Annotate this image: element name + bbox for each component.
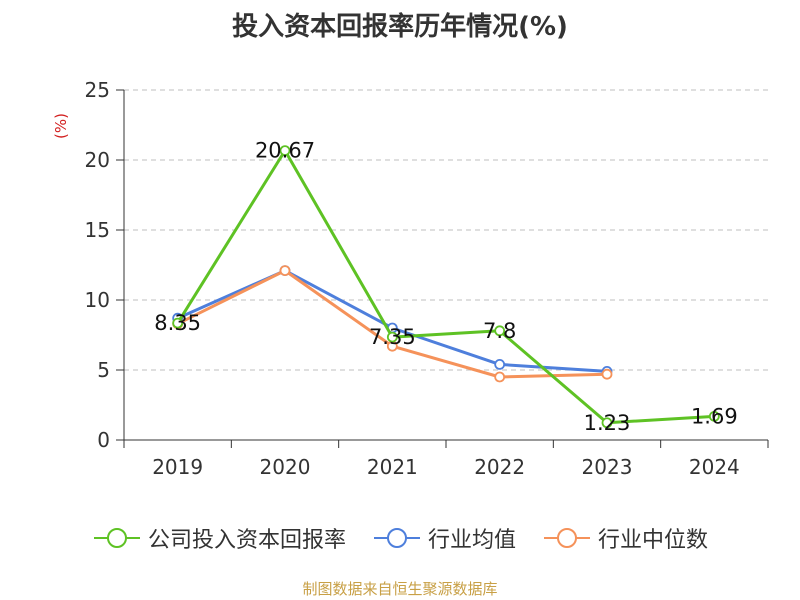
data-point <box>494 371 506 383</box>
data-labels: 8.35 20.67 7.35 7.8 1.23 1.69 <box>154 139 737 435</box>
legend: 公司投入资本回报率 行业均值 行业中位数 <box>0 522 800 554</box>
data-point <box>386 331 398 343</box>
series <box>172 145 720 429</box>
y-tick-label: 5 <box>97 358 110 382</box>
data-point <box>279 145 291 157</box>
y-tick-label: 10 <box>85 288 110 312</box>
legend-company-icon <box>93 528 140 548</box>
y-tick-label: 20 <box>85 148 110 172</box>
x-tick-label: 2020 <box>260 455 311 479</box>
data-point <box>601 417 613 429</box>
data-point <box>494 325 506 337</box>
data-point <box>172 317 184 329</box>
y-tick-label: 0 <box>97 428 110 452</box>
legend-label-company: 公司投入资本回报率 <box>147 528 346 553</box>
data-label: 1.69 <box>691 404 738 428</box>
series-line-1 <box>177 269 608 373</box>
data-point <box>494 358 506 370</box>
x-tick-label: 2024 <box>689 455 740 479</box>
x-tick-label: 2019 <box>152 455 203 479</box>
data-label: 7.8 <box>483 319 516 343</box>
data-label: 7.35 <box>369 325 416 349</box>
data-point <box>279 265 291 277</box>
legend-label-industry-avg: 行业均值 <box>427 528 516 553</box>
series-line-0 <box>176 149 715 425</box>
source-note: 制图数据来自恒生聚源数据库 <box>302 580 498 598</box>
legend-label-industry-median: 行业中位数 <box>598 528 709 553</box>
legend-item-industry-median[interactable]: 行业中位数 <box>542 522 708 554</box>
y-tick-label: 25 <box>85 78 110 102</box>
chart-title: 投入资本回报率历年情况(%) <box>232 12 568 42</box>
data-point <box>708 410 720 422</box>
legend-item-industry-avg[interactable]: 行业均值 <box>372 522 516 554</box>
data-point <box>601 368 613 380</box>
x-tick-label: 2022 <box>474 455 525 479</box>
gridlines <box>124 89 768 371</box>
data-label: 1.23 <box>584 411 631 435</box>
legend-industry-avg-icon <box>373 528 420 548</box>
data-label: 8.35 <box>154 311 201 335</box>
y-tick-label: 15 <box>85 218 110 242</box>
data-label: 20.67 <box>255 139 315 163</box>
axes: 0 5 10 15 20 25 2019 2020 2021 2022 2023 2024 <box>85 78 769 479</box>
x-tick-label: 2023 <box>582 455 633 479</box>
legend-item-company[interactable]: 公司投入资本回报率 <box>92 522 346 554</box>
y-axis-label: (%) <box>52 113 70 139</box>
x-tick-label: 2021 <box>367 455 418 479</box>
legend-industry-median-icon <box>544 528 590 548</box>
